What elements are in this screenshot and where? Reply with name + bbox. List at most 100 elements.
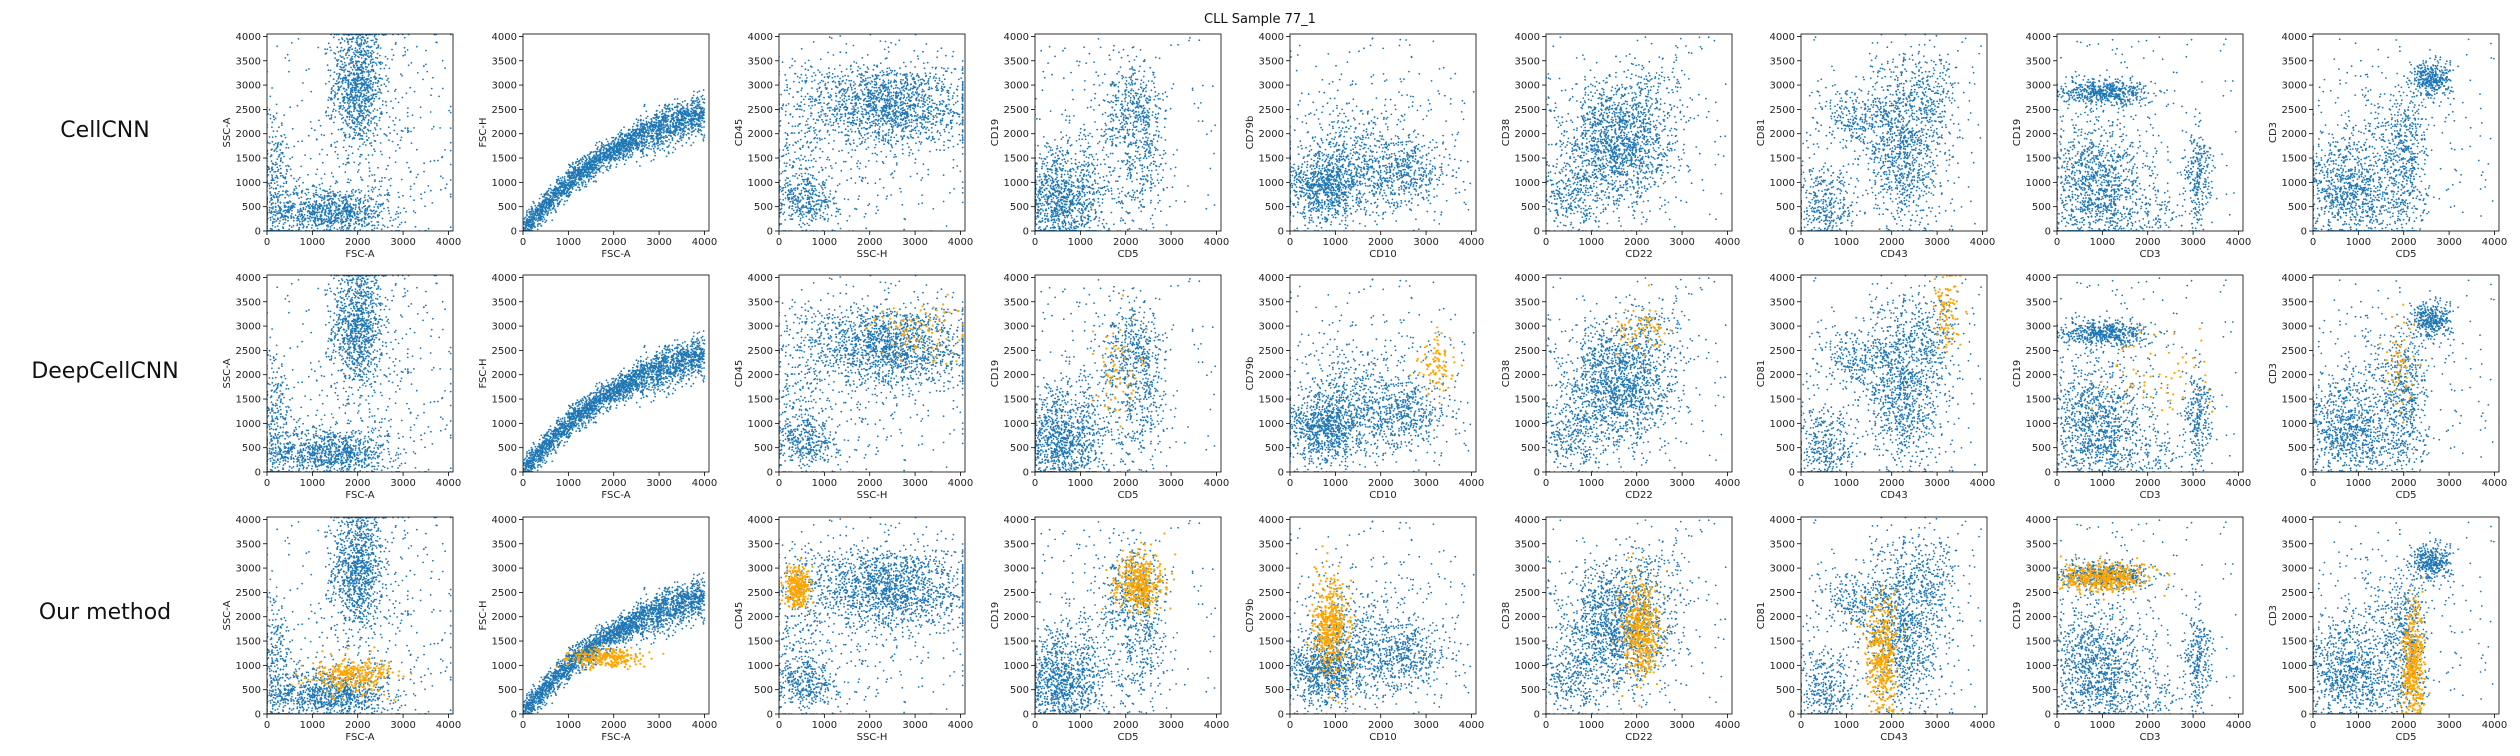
cell-point xyxy=(342,212,344,214)
cell-point xyxy=(693,95,695,97)
cell-point xyxy=(282,162,284,164)
cell-point xyxy=(282,175,284,177)
cell-point xyxy=(701,120,703,122)
cell-point xyxy=(348,211,350,213)
cell-point xyxy=(647,127,649,129)
cell-point xyxy=(344,221,346,223)
cell-point xyxy=(331,91,333,93)
cell-point xyxy=(364,50,366,52)
cell-point xyxy=(364,199,366,201)
cell-point xyxy=(361,224,363,226)
cell-point xyxy=(404,47,406,49)
cell-point xyxy=(318,196,320,198)
cell-point xyxy=(547,202,549,204)
cell-point xyxy=(338,59,340,61)
cell-point xyxy=(623,158,625,160)
cell-point xyxy=(304,193,306,195)
cell-point xyxy=(386,199,388,201)
cell-point xyxy=(383,34,385,36)
cell-point xyxy=(356,76,358,78)
cell-point xyxy=(335,194,337,196)
cell-point xyxy=(301,196,303,198)
cell-point xyxy=(653,121,655,123)
cell-point xyxy=(336,80,338,82)
cell-point xyxy=(366,92,368,94)
cell-point xyxy=(412,114,414,116)
cell-point xyxy=(283,216,285,218)
cell-point xyxy=(547,214,549,216)
cell-point xyxy=(348,47,350,49)
y-tick-label: 1500 xyxy=(236,154,261,165)
cell-point xyxy=(286,170,288,172)
cell-point xyxy=(346,228,348,230)
cell-point xyxy=(372,199,374,201)
cell-point xyxy=(398,206,400,208)
cell-point xyxy=(582,158,584,160)
cell-point xyxy=(373,210,375,212)
y-axis-label: SSC-A xyxy=(222,117,233,147)
cell-point xyxy=(535,217,537,219)
cell-point xyxy=(272,208,274,210)
cell-point xyxy=(375,211,377,213)
cell-point xyxy=(283,176,285,178)
cell-point xyxy=(407,49,409,51)
cell-point xyxy=(644,143,646,145)
cell-point xyxy=(526,214,528,216)
cell-point xyxy=(343,200,345,202)
cell-point xyxy=(361,57,363,59)
cell-point xyxy=(355,69,357,71)
cell-point xyxy=(366,78,368,80)
cell-point xyxy=(379,120,381,122)
cell-point xyxy=(361,190,363,192)
cell-point xyxy=(653,150,655,152)
cell-point xyxy=(273,195,275,197)
cell-point xyxy=(659,120,661,122)
cell-point xyxy=(335,209,337,211)
cell-point xyxy=(328,203,330,205)
cell-point xyxy=(633,138,635,140)
cell-point xyxy=(274,197,276,199)
cell-point xyxy=(281,213,283,215)
cell-point xyxy=(357,89,359,91)
cell-point xyxy=(675,123,677,125)
cell-point xyxy=(679,110,681,112)
cell-point xyxy=(384,194,386,196)
cell-point xyxy=(339,166,341,168)
cell-point xyxy=(572,183,574,185)
cell-point xyxy=(355,206,357,208)
cell-point xyxy=(554,195,556,197)
cell-point xyxy=(659,130,661,132)
cell-point xyxy=(365,51,367,53)
cell-point xyxy=(330,196,332,198)
cell-point xyxy=(364,90,366,92)
cell-point xyxy=(378,78,380,80)
cell-point xyxy=(402,195,404,197)
cell-point xyxy=(609,166,611,168)
cell-point xyxy=(276,181,278,183)
cell-point xyxy=(596,169,598,171)
cell-point xyxy=(298,229,300,231)
cell-point xyxy=(431,128,433,130)
cell-point xyxy=(275,209,277,211)
cell-point xyxy=(638,147,640,149)
cell-point xyxy=(638,119,640,121)
cell-point xyxy=(380,47,382,49)
cell-point xyxy=(661,143,663,145)
cell-point xyxy=(377,82,379,84)
cell-point xyxy=(614,139,616,141)
cell-point xyxy=(531,206,533,208)
cell-point xyxy=(361,105,363,107)
cell-point xyxy=(297,105,299,107)
cell-point xyxy=(414,91,416,93)
cell-point xyxy=(332,110,334,112)
cell-point xyxy=(599,154,601,156)
y-tick-label: 1000 xyxy=(236,178,261,189)
cell-point xyxy=(593,168,595,170)
cell-point xyxy=(282,219,284,221)
cell-point xyxy=(545,201,547,203)
cell-point xyxy=(368,216,370,218)
cell-point xyxy=(330,206,332,208)
cell-point xyxy=(276,196,278,198)
cell-point xyxy=(287,165,289,167)
cell-point xyxy=(342,163,344,165)
